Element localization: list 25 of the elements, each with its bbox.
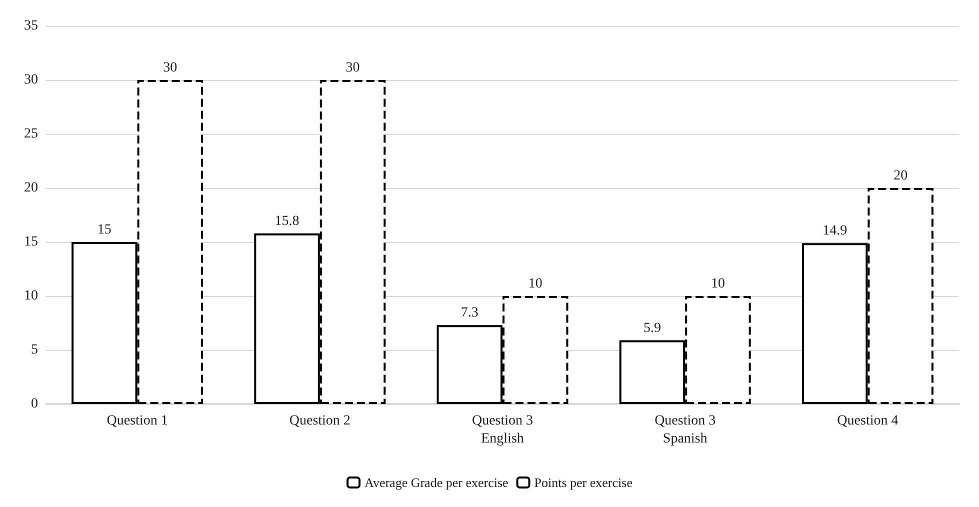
y-tick-label: 10: [24, 288, 38, 304]
y-tick-label: 25: [24, 126, 38, 142]
data-label: 15: [97, 222, 112, 238]
x-tick-label: Question 4: [837, 414, 898, 428]
data-label: 7.3: [460, 306, 478, 321]
y-tick-label: 35: [24, 18, 38, 34]
y-tick-label: 15: [24, 234, 38, 250]
legend-label: Average Grade per exercise: [364, 475, 509, 490]
data-label: 30: [163, 60, 178, 76]
data-label: 5.9: [643, 320, 661, 336]
x-tick-label: Question 3 English: [472, 414, 534, 446]
x-tick-label: Question 2: [289, 414, 350, 428]
y-tick-label: 20: [24, 180, 38, 196]
y-tick-label: 30: [24, 72, 38, 88]
x-tick-label: Question 3 Spanish: [654, 414, 716, 446]
legend-label: Points per exercise: [534, 475, 633, 490]
y-tick-label: 5: [31, 342, 38, 358]
x-tick-label: Question 1: [106, 414, 168, 428]
data-label: 30: [346, 60, 360, 76]
data-label: 20: [894, 168, 908, 184]
data-label: 10: [528, 276, 542, 292]
data-label: 15.8: [274, 214, 300, 229]
data-label: 14.9: [822, 224, 848, 239]
y-tick-label: 0: [31, 396, 38, 412]
data-label: 10: [710, 276, 725, 292]
